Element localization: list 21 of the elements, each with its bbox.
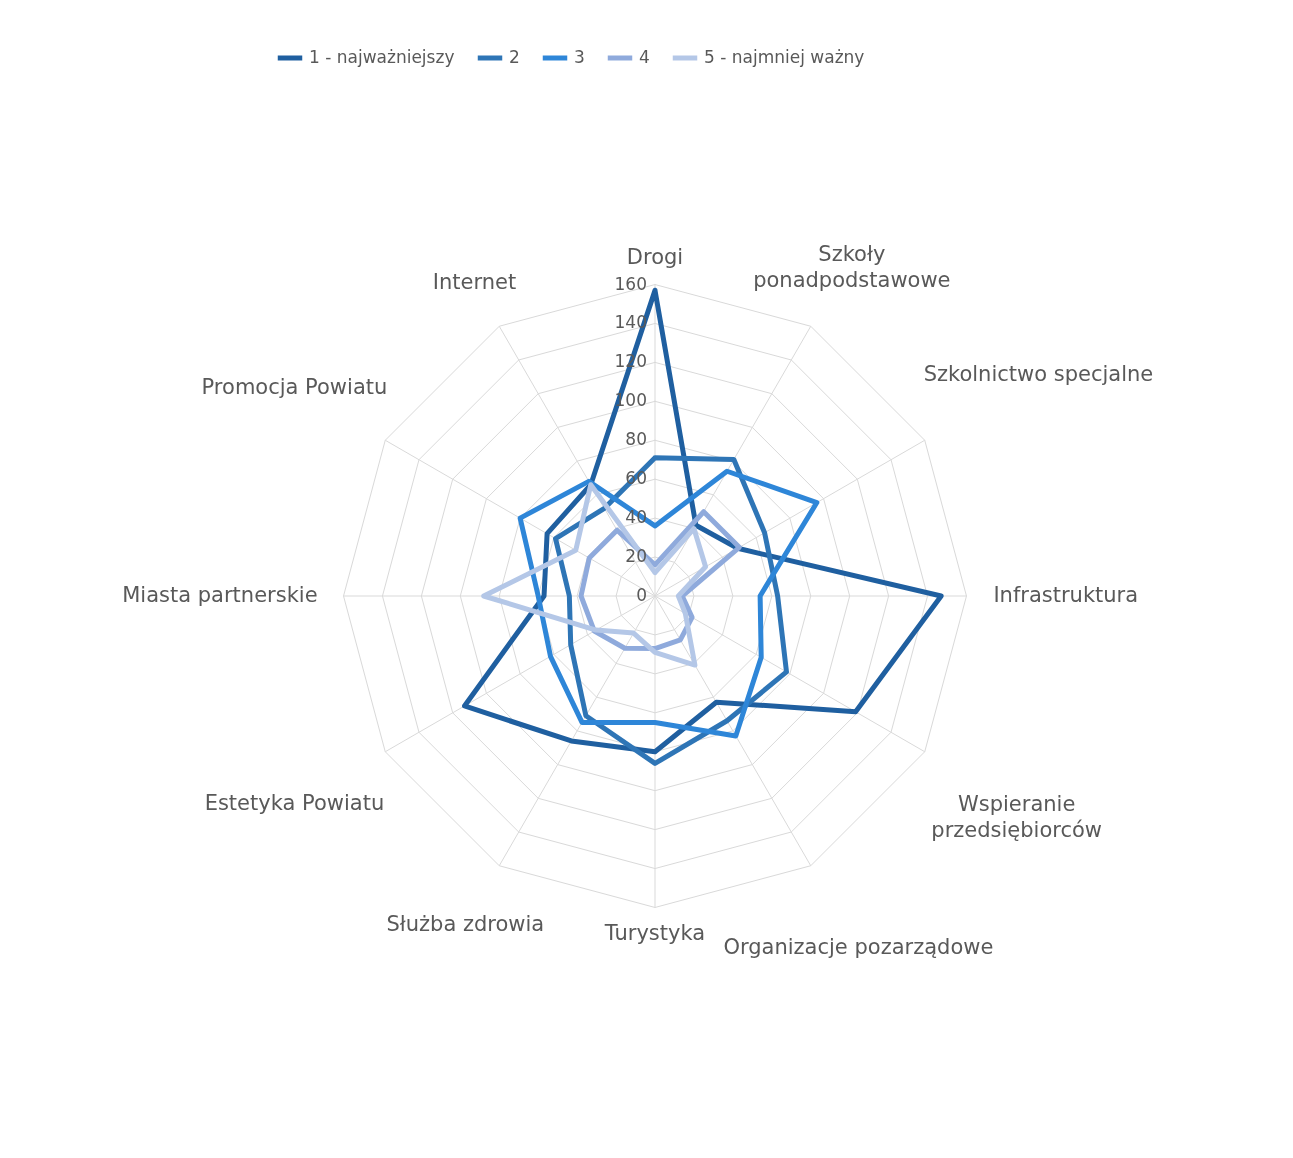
spoke-label: Promocja Powiatu — [201, 374, 388, 399]
legend-label: 5 - najmniej ważny — [704, 47, 865, 67]
legend-label: 3 — [574, 47, 585, 67]
spoke-label: Szkoły ponadpodstawowe — [753, 242, 951, 293]
spoke-label: Turystyka — [603, 921, 706, 946]
legend-label: 1 - najważniejszy — [309, 47, 455, 67]
y-tick-label: 160 — [614, 273, 647, 294]
spoke-label: Służba zdrowia — [386, 911, 545, 936]
y-tick-label: 80 — [625, 429, 647, 450]
spoke-label: Miasta partnerskie — [122, 583, 318, 607]
y-tick-label: 20 — [625, 546, 647, 567]
spoke-label: Estetyka Powiatu — [204, 791, 385, 816]
spoke-label: Drogi — [626, 244, 684, 269]
spoke-label: Wspieranie przedsiębiorców — [931, 791, 1102, 842]
spoke-label: Infrastruktura — [993, 583, 1139, 607]
spoke-label: Organizacje pozarządowe — [723, 935, 994, 960]
spoke-label: Szkolnictwo specjalne — [923, 361, 1154, 386]
y-tick-label: 0 — [636, 585, 647, 605]
legend-label: 4 — [639, 47, 650, 67]
spoke-label: Internet — [432, 270, 517, 295]
legend-label: 2 — [509, 47, 520, 67]
